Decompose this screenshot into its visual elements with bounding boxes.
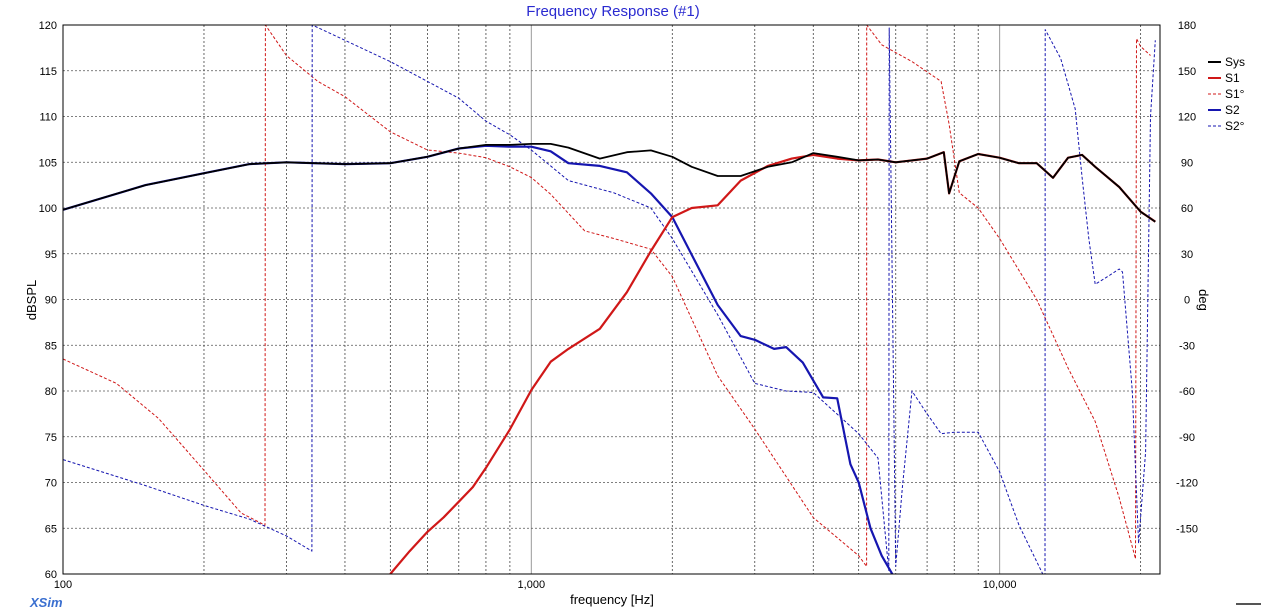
- y2-tick-label: 0: [1184, 295, 1190, 307]
- x-axis-label: frequency [Hz]: [570, 592, 654, 607]
- legend-label-s2-phase: S2°: [1225, 119, 1245, 133]
- y-tick-label: 85: [45, 340, 57, 352]
- y2-tick-label: 60: [1181, 203, 1193, 215]
- y2-axis-label: deg: [1196, 289, 1211, 311]
- legend-label-sys: Sys: [1225, 55, 1245, 69]
- y-tick-label: 75: [45, 432, 57, 444]
- y-tick-label: 105: [39, 157, 57, 169]
- y2-tick-label: -60: [1179, 386, 1195, 398]
- y-tick-label: 120: [39, 20, 57, 32]
- y-tick-label: 80: [45, 386, 57, 398]
- right-axis-ticks: -150 -120 -90 -60 -30 0 30 60 90 120 150 180: [1176, 20, 1198, 535]
- series-line-sys: [63, 143, 1156, 223]
- x-tick-label: 1,000: [518, 579, 546, 591]
- y-tick-label: 70: [45, 478, 57, 490]
- y-tick-label: 115: [39, 66, 57, 78]
- y-tick-label: 90: [45, 295, 57, 307]
- y-tick-label: 60: [45, 569, 57, 581]
- series-line-s2-phase: [63, 25, 1156, 574]
- legend-label-s1-phase: S1°: [1225, 87, 1245, 101]
- series-line-s2: [63, 144, 894, 574]
- y-tick-label: 95: [45, 249, 57, 261]
- y2-tick-label: 30: [1181, 249, 1193, 261]
- y2-tick-label: 180: [1178, 20, 1196, 32]
- y-tick-label: 100: [39, 203, 57, 215]
- y2-tick-label: 150: [1178, 66, 1196, 78]
- y-tick-label: 65: [45, 523, 57, 535]
- brand-logo-text: XSim: [29, 595, 63, 607]
- left-axis-ticks: 60 65 70 75 80 85 90 95 100 105 110 115 120: [39, 20, 57, 581]
- x-tick-label: 100: [54, 579, 72, 591]
- y2-tick-label: -90: [1179, 432, 1195, 444]
- y-tick-label: 110: [39, 112, 57, 124]
- y2-tick-label: 90: [1181, 157, 1193, 169]
- plot-area-frame: [62, 24, 1161, 575]
- y2-tick-label: -120: [1176, 478, 1198, 490]
- legend-label-s2: S2: [1225, 103, 1240, 117]
- grid-lines: [63, 25, 1160, 574]
- x-tick-label: 10,000: [983, 579, 1017, 591]
- y2-tick-label: 120: [1178, 112, 1196, 124]
- series-line-s1: [389, 151, 1156, 574]
- legend-label-s1: S1: [1225, 71, 1240, 85]
- series-line-s1-phase: [63, 25, 1151, 567]
- chart-title: Frequency Response (#1): [526, 3, 699, 20]
- series-layer: [63, 25, 1156, 574]
- x-axis-ticks: 100 1,000 10,000: [54, 579, 1017, 591]
- y2-tick-label: -30: [1179, 340, 1195, 352]
- y-axis-label: dBSPL: [24, 280, 39, 320]
- legend: Sys S1 S1° S2 S2°: [1208, 55, 1245, 133]
- y2-tick-label: -150: [1176, 523, 1198, 535]
